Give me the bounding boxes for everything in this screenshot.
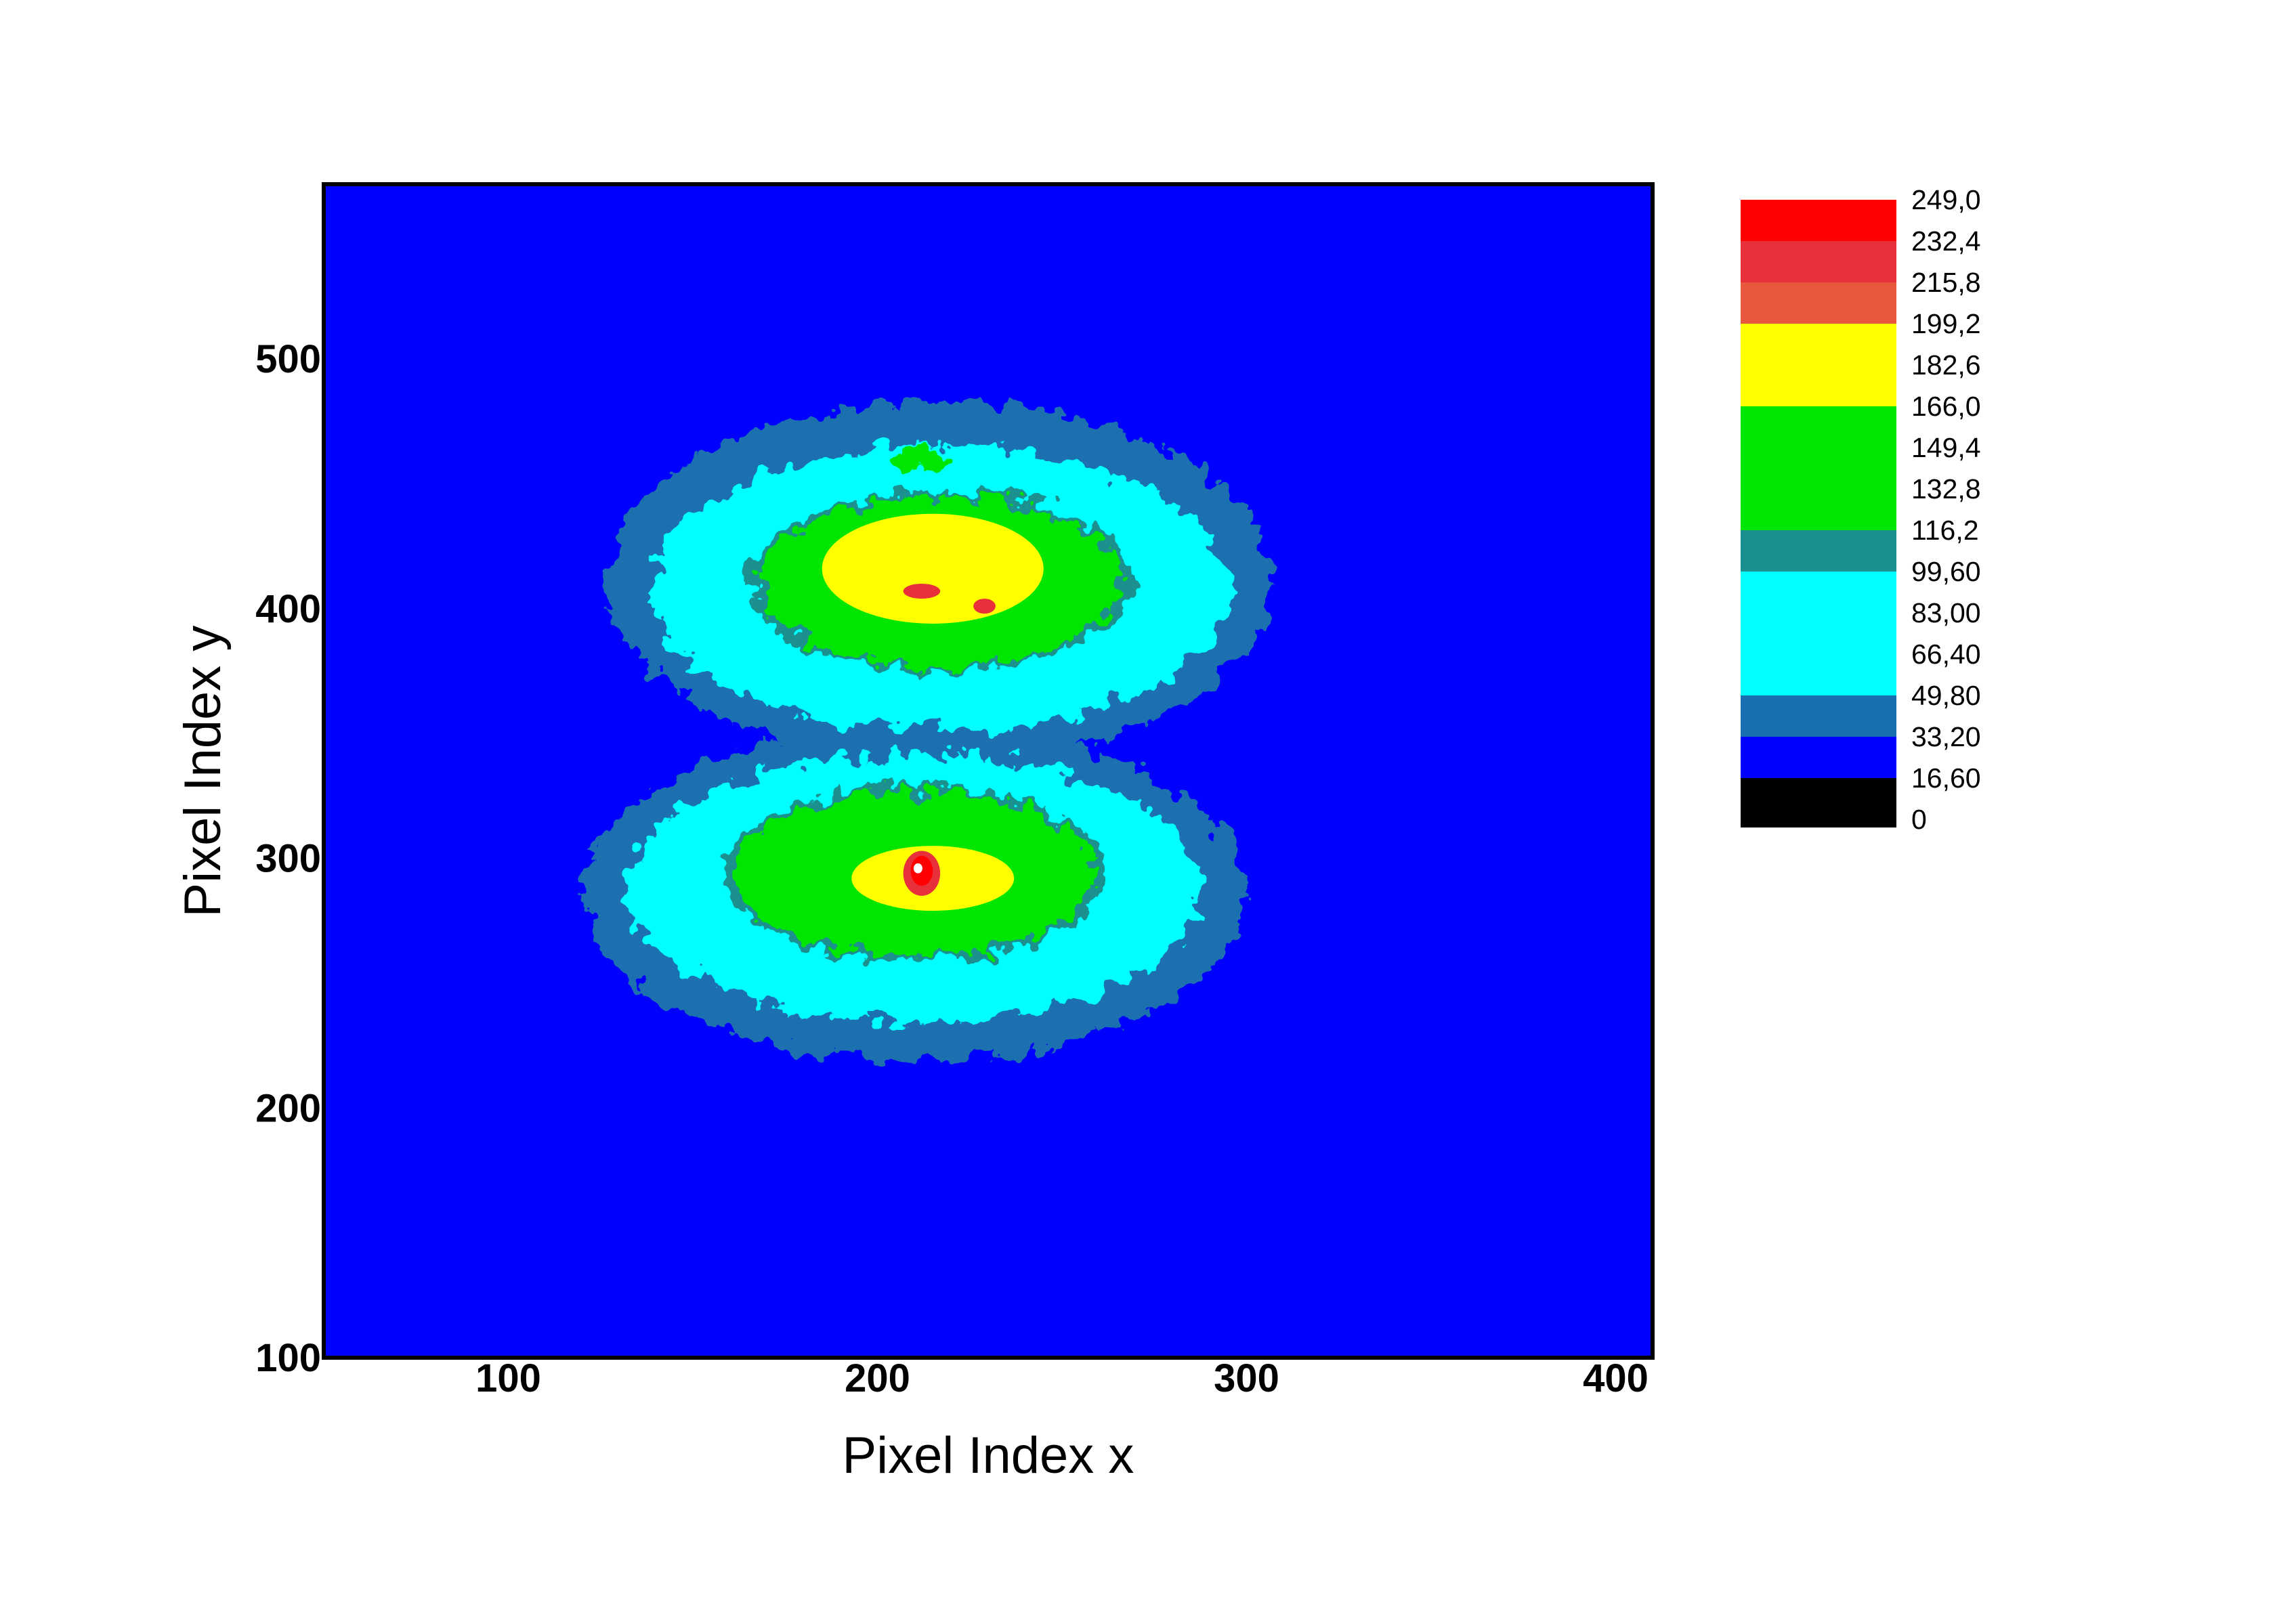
contour-lower-7 [913, 863, 922, 874]
x-axis-ticks: 100 200 300 400 [475, 1356, 1649, 1400]
y-tick-label: 400 [255, 587, 321, 631]
legend-band [1741, 654, 1896, 696]
legend-band [1741, 489, 1896, 531]
contour-upper-ring [892, 446, 952, 472]
legend-label: 166,0 [1911, 391, 1981, 422]
y-tick-label: 200 [255, 1086, 321, 1130]
legend-band-zero [1741, 811, 1896, 827]
legend-band [1741, 200, 1896, 242]
legend-band [1741, 241, 1896, 283]
legend-label: 83,00 [1911, 597, 1981, 628]
plot-frame [322, 182, 1655, 1360]
contour-upper-6 [973, 599, 996, 614]
contour-upper-5 [903, 583, 941, 599]
y-axis-title: Pixel Index y [174, 626, 232, 918]
y-tick-label: 300 [255, 837, 321, 881]
legend-band [1741, 406, 1896, 448]
legend-band [1741, 324, 1896, 366]
legend-label: 49,80 [1911, 680, 1981, 711]
legend-band [1741, 282, 1896, 324]
legend-band [1741, 572, 1896, 614]
plot-area [322, 182, 1655, 1360]
y-axis-ticks: 100 200 300 400 500 [255, 337, 321, 1380]
legend-label: 232,4 [1911, 225, 1981, 257]
x-tick-label: 100 [475, 1356, 541, 1400]
x-tick-label: 300 [1214, 1356, 1279, 1400]
legend-label: 33,20 [1911, 721, 1981, 752]
y-tick-label: 100 [255, 1336, 321, 1380]
legend-band [1741, 530, 1896, 572]
color-legend: 249,0 232,4 215,8 199,2 182,6 166,0 149,4 132,8… [1741, 184, 1981, 835]
legend-label: 116,2 [1911, 515, 1979, 546]
legend-label: 182,6 [1911, 349, 1981, 381]
spot-lower [582, 726, 1247, 1061]
contour-layer [582, 401, 1273, 1061]
legend-band [1741, 365, 1896, 407]
legend-band [1741, 613, 1896, 655]
legend-band [1741, 695, 1896, 737]
legend-label: 132,8 [1911, 473, 1981, 504]
contour-upper-4 [822, 513, 1044, 624]
legend-label: 16,60 [1911, 762, 1981, 794]
legend-label: 99,60 [1911, 556, 1981, 587]
spot-upper [608, 401, 1273, 761]
legend-label: 215,8 [1911, 267, 1981, 298]
legend-band [1741, 737, 1896, 779]
x-tick-label: 400 [1583, 1356, 1649, 1400]
legend-color-bar [1741, 200, 1896, 827]
x-tick-label: 200 [845, 1356, 910, 1400]
legend-label: 149,4 [1911, 432, 1981, 463]
legend-label: 249,0 [1911, 184, 1981, 215]
legend-band [1741, 448, 1896, 490]
legend-label: 199,2 [1911, 308, 1981, 339]
legend-labels: 249,0 232,4 215,8 199,2 182,6 166,0 149,4 132,8… [1911, 184, 1981, 835]
y-tick-label: 500 [255, 337, 321, 381]
legend-label: 0 [1911, 804, 1927, 835]
legend-label: 66,40 [1911, 639, 1981, 670]
x-axis-title: Pixel Index x [843, 1427, 1134, 1484]
